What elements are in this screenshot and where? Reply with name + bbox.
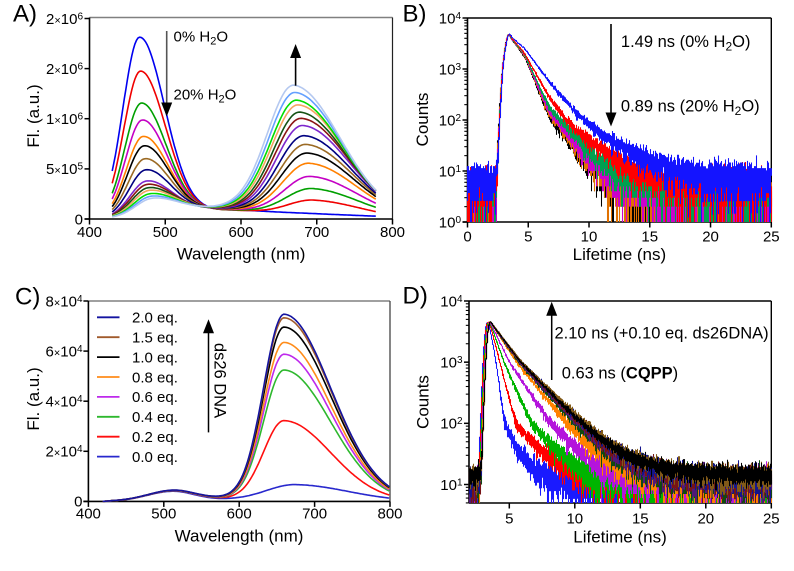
svg-text:0.2 eq.: 0.2 eq. — [132, 429, 178, 446]
svg-text:Wavelength (nm): Wavelength (nm) — [175, 527, 304, 546]
svg-text:5: 5 — [505, 511, 513, 528]
svg-text:Counts: Counts — [414, 375, 433, 429]
svg-text:15: 15 — [632, 511, 649, 528]
svg-text:D): D) — [403, 283, 428, 310]
svg-text:2×106: 2×106 — [46, 11, 83, 28]
svg-text:2×106: 2×106 — [46, 61, 83, 78]
svg-text:400: 400 — [76, 506, 101, 523]
svg-text:2.0 eq.: 2.0 eq. — [132, 310, 178, 327]
svg-text:500: 500 — [151, 506, 176, 523]
svg-text:Lifetime (ns): Lifetime (ns) — [573, 245, 667, 264]
svg-text:8×104: 8×104 — [45, 293, 82, 310]
svg-text:Counts: Counts — [413, 93, 432, 147]
svg-text:600: 600 — [228, 224, 253, 241]
svg-text:800: 800 — [377, 506, 402, 523]
svg-text:0: 0 — [74, 494, 82, 511]
svg-text:10: 10 — [566, 511, 583, 528]
svg-text:400: 400 — [77, 224, 102, 241]
svg-text:C): C) — [15, 284, 40, 311]
svg-text:B): B) — [403, 1, 427, 28]
svg-text:600: 600 — [227, 506, 252, 523]
svg-text:2×104: 2×104 — [45, 444, 82, 461]
svg-text:1.49 ns (0% H2O): 1.49 ns (0% H2O) — [621, 33, 751, 54]
svg-text:0.63 ns (CQPP): 0.63 ns (CQPP) — [562, 365, 678, 383]
svg-text:25: 25 — [763, 511, 780, 528]
svg-text:Fl. (a.u.): Fl. (a.u.) — [24, 84, 43, 147]
svg-text:Lifetime (ns): Lifetime (ns) — [573, 528, 667, 547]
svg-text:6×104: 6×104 — [45, 343, 82, 360]
svg-text:20: 20 — [702, 229, 719, 246]
svg-text:20% H2O: 20% H2O — [174, 87, 237, 106]
svg-text:0% H2O: 0% H2O — [174, 29, 228, 48]
svg-text:0.0 eq.: 0.0 eq. — [132, 449, 178, 466]
svg-text:700: 700 — [302, 506, 327, 523]
svg-text:0.8 eq.: 0.8 eq. — [132, 369, 178, 386]
svg-text:1.5 eq.: 1.5 eq. — [132, 330, 178, 347]
svg-text:5×105: 5×105 — [46, 161, 83, 178]
svg-text:500: 500 — [153, 224, 178, 241]
svg-text:0.89 ns (20% H2O): 0.89 ns (20% H2O) — [621, 98, 760, 119]
svg-text:1.0 eq.: 1.0 eq. — [132, 349, 178, 366]
svg-text:20: 20 — [697, 511, 714, 528]
svg-text:Wavelength (nm): Wavelength (nm) — [177, 244, 306, 263]
svg-text:2.10 ns (+0.10 eq. ds26DNA): 2.10 ns (+0.10 eq. ds26DNA) — [555, 325, 769, 343]
svg-text:5: 5 — [524, 229, 532, 246]
svg-text:15: 15 — [641, 229, 658, 246]
svg-text:700: 700 — [304, 224, 329, 241]
svg-text:0: 0 — [463, 229, 471, 246]
svg-text:0.4 eq.: 0.4 eq. — [132, 409, 178, 426]
svg-text:ds26 DNA: ds26 DNA — [211, 343, 229, 418]
svg-text:Fl. (a.u.): Fl. (a.u.) — [24, 367, 43, 430]
svg-text:A): A) — [13, 1, 37, 28]
svg-text:1×106: 1×106 — [46, 111, 83, 128]
svg-text:25: 25 — [763, 229, 780, 246]
svg-text:800: 800 — [380, 224, 405, 241]
svg-text:0: 0 — [75, 211, 83, 228]
svg-text:4×104: 4×104 — [45, 394, 82, 411]
svg-text:10: 10 — [581, 229, 598, 246]
svg-text:0.6 eq.: 0.6 eq. — [132, 389, 178, 406]
